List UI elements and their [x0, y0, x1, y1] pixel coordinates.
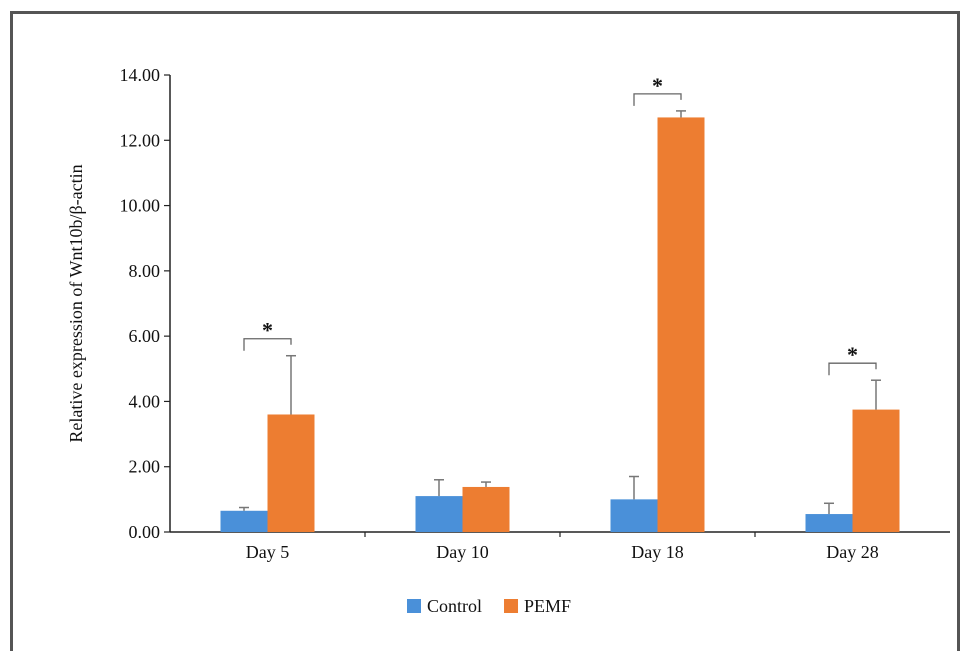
bar-control — [805, 514, 853, 532]
y-tick-label: 8.00 — [129, 261, 161, 281]
legend: Control PEMF — [407, 596, 571, 616]
y-tick-label: 2.00 — [129, 457, 161, 477]
significance-bracket — [243, 338, 292, 351]
bar-pemf — [267, 414, 315, 532]
bar-control — [220, 510, 268, 532]
significance-star: * — [652, 73, 663, 98]
x-tick-label: Day 10 — [436, 542, 489, 562]
y-tick-label: 0.00 — [129, 522, 161, 542]
y-tick-label: 4.00 — [129, 391, 161, 411]
legend-label-pemf: PEMF — [524, 596, 571, 616]
bars — [220, 110, 900, 532]
significance-bracket — [633, 93, 682, 106]
y-tick-label: 12.00 — [120, 130, 161, 150]
x-tick-label: Day 5 — [246, 542, 290, 562]
bar-pemf — [462, 486, 510, 532]
significance-bracket — [828, 362, 877, 376]
legend-label-control: Control — [427, 596, 482, 616]
y-tick-label: 14.00 — [120, 65, 161, 85]
significance-markers: * * * — [243, 73, 877, 376]
x-tick-label: Day 28 — [826, 542, 879, 562]
bar-control — [415, 496, 463, 532]
chart-frame — [10, 11, 960, 651]
significance-star: * — [847, 342, 858, 367]
legend-swatch-control — [407, 599, 421, 613]
bar-pemf — [657, 117, 705, 532]
significance-star: * — [262, 318, 273, 343]
y-tick-label: 6.00 — [129, 326, 161, 346]
bar-pemf — [852, 409, 900, 532]
y-tick-label: 10.00 — [120, 196, 161, 216]
legend-swatch-pemf — [504, 599, 519, 613]
y-axis-title: Relative expression of Wnt10b/β-actin — [66, 164, 86, 442]
x-tick-label: Day 18 — [631, 542, 684, 562]
bar-control — [610, 499, 658, 532]
